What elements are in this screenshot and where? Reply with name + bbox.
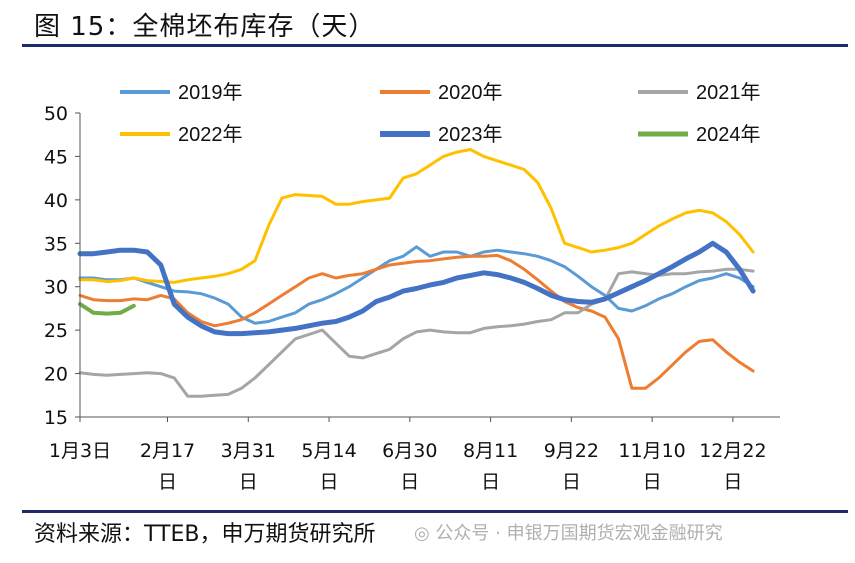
legend-label: 2019年 (178, 81, 243, 104)
x-tick-label: 9月22 (544, 440, 599, 462)
series-line-2019年 (78, 245, 755, 325)
series-line-2022年 (78, 148, 755, 284)
legend-label: 2024年 (696, 123, 761, 146)
x-tick-label: 11月10 (618, 440, 685, 462)
x-tick-label: 12月22 (699, 440, 766, 462)
x-tick-label-line2: 日 (562, 471, 581, 493)
x-tick-label: 1月3日 (49, 440, 111, 462)
x-tick-label-line2: 日 (723, 471, 742, 493)
legend-label: 2020年 (438, 81, 503, 104)
x-tick-label-line2: 日 (239, 471, 258, 493)
series-line-2023年 (77, 240, 756, 337)
y-tick-label: 35 (44, 233, 68, 255)
x-tick-label: 5月14 (301, 440, 356, 462)
x-tick-label: 6月30 (382, 440, 437, 462)
y-tick-label: 30 (44, 277, 68, 299)
series-line-2024年 (78, 302, 136, 316)
x-tick-label: 3月31 (221, 440, 276, 462)
y-tick-label: 40 (44, 190, 68, 212)
legend-label: 2023年 (438, 123, 503, 146)
y-tick-label: 25 (44, 320, 68, 342)
figure-title: 图 15：全棉坯布库存（天） (34, 12, 376, 42)
x-tick-label: 2月17 (140, 440, 195, 462)
y-tick-label: 50 (44, 103, 68, 125)
x-tick-label-line2: 日 (320, 471, 339, 493)
watermark: ◎ 公众号 · 申银万国期货宏观金融研究 (414, 523, 723, 544)
x-tick-label-line2: 日 (643, 471, 662, 493)
y-tick-label: 15 (44, 407, 68, 429)
source-note: 资料来源：TTEB，申万期货研究所 (34, 522, 376, 547)
series-line-2021年 (78, 267, 755, 398)
y-tick-label: 20 (44, 364, 68, 386)
x-tick-label-line2: 日 (400, 471, 419, 493)
x-tick-label: 8月11 (463, 440, 518, 462)
legend-label: 2022年 (178, 123, 243, 146)
title-rule (22, 44, 848, 47)
source-rule (22, 510, 848, 513)
series-line-2020年 (78, 253, 755, 390)
x-tick-label-line2: 日 (481, 471, 500, 493)
legend-label: 2021年 (696, 81, 761, 104)
x-tick-label-line2: 日 (158, 471, 177, 493)
y-tick-label: 45 (44, 146, 68, 168)
